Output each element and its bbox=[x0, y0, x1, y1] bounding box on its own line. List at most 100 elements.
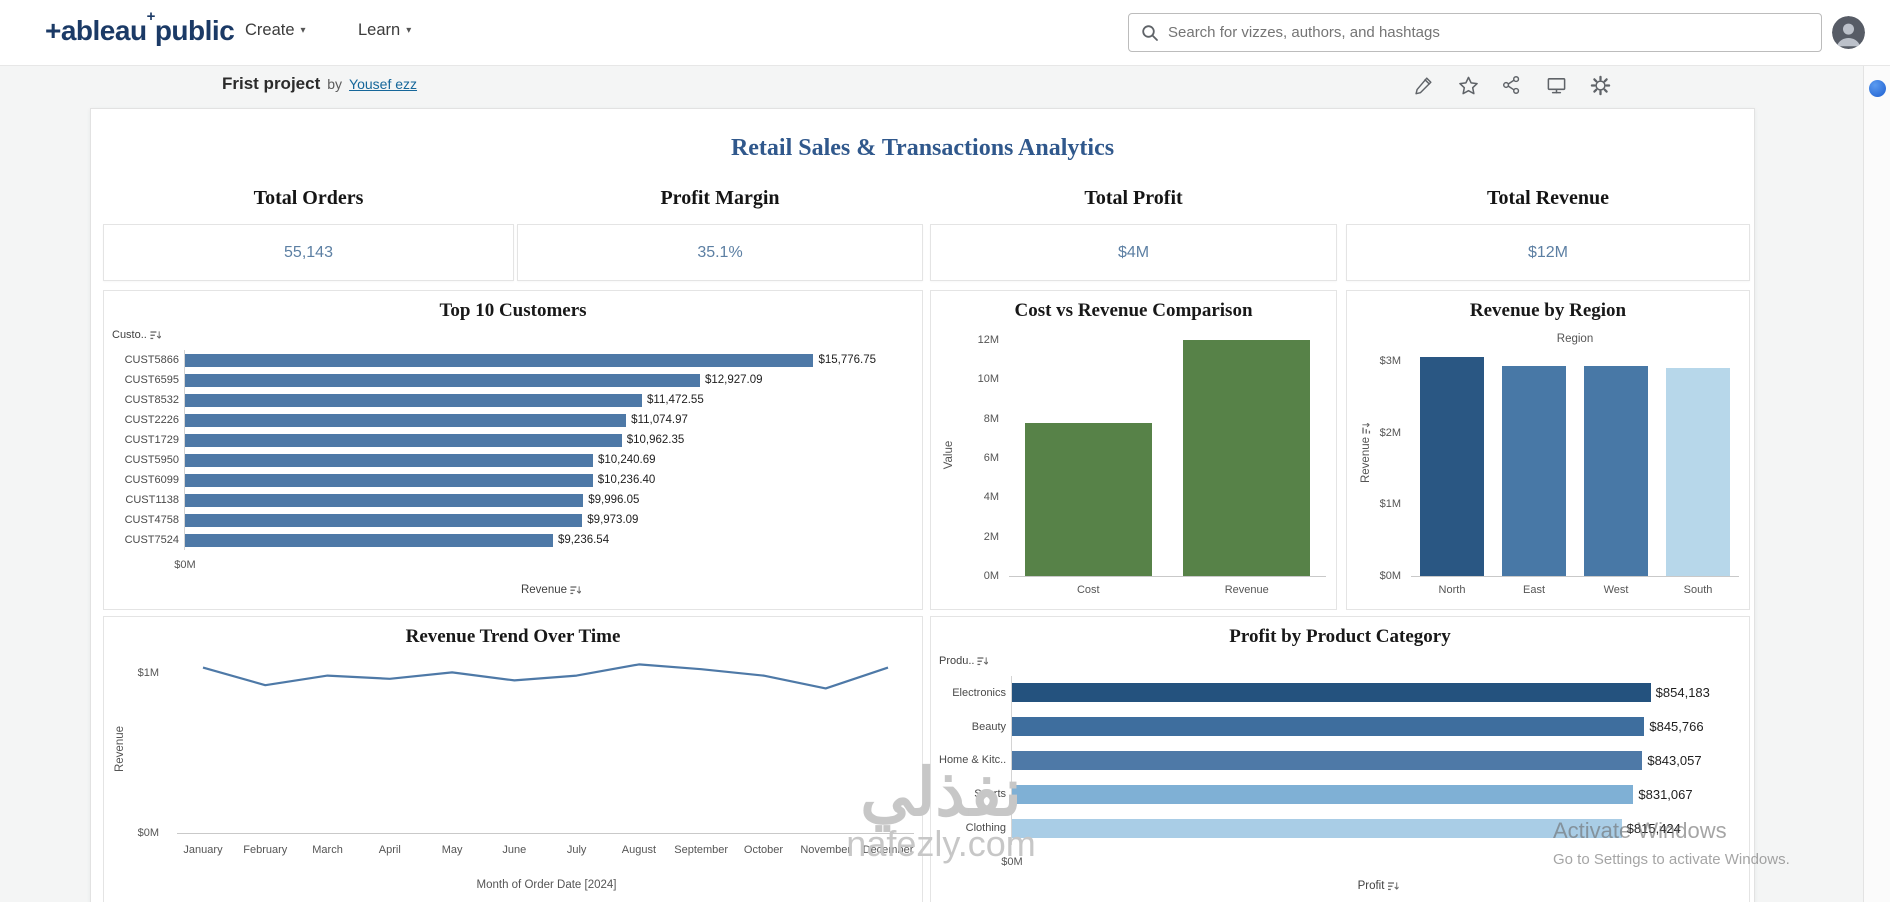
chart-row: Beauty $845,766 bbox=[939, 709, 1741, 744]
bar[interactable] bbox=[1012, 784, 1634, 804]
chevron-down-icon: ▾ bbox=[406, 25, 412, 36]
search-input[interactable] bbox=[1168, 24, 1809, 41]
category-label: CUST6099 bbox=[124, 474, 179, 486]
category-label: Cost bbox=[1076, 584, 1100, 596]
nav-create-label: Create bbox=[245, 21, 295, 39]
chart-row: CUST1729 $10,962.35 bbox=[112, 430, 914, 450]
bar[interactable] bbox=[1584, 366, 1648, 576]
bar[interactable] bbox=[185, 493, 584, 507]
author-link[interactable]: Yousef ezz bbox=[349, 76, 418, 92]
bar[interactable] bbox=[185, 453, 593, 467]
bar[interactable] bbox=[1024, 422, 1152, 576]
bar-value-label: $10,962.35 bbox=[626, 434, 685, 446]
bar[interactable] bbox=[1502, 366, 1566, 576]
y-axis-ticks: 12M 10M 8M 6M 4M 2M 0M bbox=[931, 291, 1001, 609]
y-tick-label: $2M bbox=[1379, 426, 1401, 439]
bar[interactable] bbox=[1183, 340, 1311, 576]
bar[interactable] bbox=[185, 473, 593, 487]
sort-icon bbox=[1387, 881, 1399, 890]
column-header-region[interactable]: Region bbox=[1556, 333, 1594, 345]
chart-row: Clothing $815,424 bbox=[939, 811, 1741, 845]
category-label: CUST7524 bbox=[124, 534, 179, 546]
viz-toolbar bbox=[1412, 73, 1612, 97]
bar-value-label: $843,057 bbox=[1647, 752, 1702, 768]
category-label: Clothing bbox=[965, 822, 1006, 835]
bar-value-label: $854,183 bbox=[1655, 685, 1710, 701]
bar[interactable] bbox=[185, 433, 622, 447]
plot-area bbox=[1009, 340, 1326, 577]
tableau-public-logo[interactable]: +ableau+public bbox=[45, 8, 235, 47]
bar-value-label: $15,776.75 bbox=[818, 354, 877, 366]
bar-value-label: $10,236.40 bbox=[597, 474, 656, 486]
column-header-label: Produ.. bbox=[939, 655, 975, 667]
category-label: North bbox=[1438, 584, 1466, 596]
bar-track: $11,472.55 bbox=[184, 390, 914, 410]
search-box[interactable] bbox=[1128, 13, 1822, 52]
chart-profit-by-category: Profit by Product Category Produ.. $0M P… bbox=[930, 616, 1750, 902]
chart-row: CUST2226 $11,074.97 bbox=[112, 410, 914, 430]
bar-track: $9,996.05 bbox=[184, 490, 914, 510]
trend-line[interactable] bbox=[202, 663, 889, 690]
category-label: Home & Kitc.. bbox=[939, 754, 1007, 767]
bar[interactable] bbox=[185, 413, 627, 427]
share-button[interactable] bbox=[1500, 73, 1524, 97]
chart-row: Electronics $854,183 bbox=[939, 676, 1741, 710]
y-tick-label: $1M bbox=[1379, 498, 1401, 511]
bar[interactable] bbox=[1012, 683, 1651, 703]
chart-row: CUST5950 $10,240.69 bbox=[112, 450, 914, 470]
bar-value-label: $9,996.05 bbox=[588, 494, 640, 506]
y-tick-label: $3M bbox=[1379, 354, 1401, 367]
chart-row: CUST5866 $15,776.75 bbox=[112, 350, 914, 370]
bar[interactable] bbox=[1420, 357, 1484, 576]
x-axis-label-revenue[interactable]: Revenue bbox=[521, 584, 582, 596]
category-label: CUST1138 bbox=[125, 494, 179, 506]
chart-title: Profit by Product Category bbox=[1229, 626, 1451, 647]
share-icon bbox=[1503, 76, 1520, 94]
dashboard-title: Retail Sales & Transactions Analytics bbox=[730, 135, 1115, 161]
y-tick-label: 10M bbox=[977, 373, 999, 386]
fullscreen-button[interactable] bbox=[1544, 73, 1568, 97]
category-label: CUST5950 bbox=[124, 454, 179, 466]
bar[interactable] bbox=[1012, 818, 1622, 838]
bar[interactable] bbox=[1666, 368, 1730, 576]
nav-learn-menu[interactable]: Learn ▾ bbox=[358, 21, 411, 40]
user-avatar[interactable] bbox=[1832, 16, 1865, 49]
kpi-value-total-orders: 55,143 bbox=[103, 224, 514, 281]
column-header-customer[interactable]: Custo.. bbox=[112, 329, 161, 341]
edit-button[interactable] bbox=[1412, 73, 1436, 97]
nav-learn-label: Learn bbox=[358, 21, 401, 39]
column-header-product[interactable]: Produ.. bbox=[939, 655, 989, 667]
y-axis-label-revenue[interactable]: Revenue bbox=[1360, 420, 1372, 486]
bar[interactable] bbox=[185, 533, 553, 547]
y-axis-label-revenue: Revenue bbox=[114, 725, 126, 773]
bar-track: $843,057 bbox=[1011, 743, 1741, 778]
bar[interactable] bbox=[1012, 750, 1643, 770]
x-axis-label-profit[interactable]: Profit bbox=[1358, 880, 1399, 892]
chart-row: CUST8532 $11,472.55 bbox=[112, 390, 914, 410]
category-label: CUST8532 bbox=[124, 394, 179, 406]
chevron-down-icon: ▾ bbox=[300, 25, 306, 36]
plot-area bbox=[1411, 353, 1739, 577]
viz-header: Frist project by Yousef ezz bbox=[222, 74, 417, 94]
logo-plus: + bbox=[146, 7, 156, 25]
bar[interactable] bbox=[1012, 717, 1645, 737]
bar-value-label: $11,074.97 bbox=[631, 414, 688, 426]
bar[interactable] bbox=[185, 513, 583, 527]
logo-text-2: public bbox=[154, 15, 235, 46]
y-tick-label: 8M bbox=[983, 412, 999, 425]
bar[interactable] bbox=[185, 373, 700, 387]
favorite-button[interactable] bbox=[1456, 73, 1480, 97]
bar[interactable] bbox=[185, 353, 814, 367]
x-tick-label: May bbox=[441, 844, 463, 856]
bar-track: $10,240.69 bbox=[184, 450, 914, 470]
kpi-value: $4M bbox=[1117, 243, 1150, 261]
search-icon[interactable] bbox=[1141, 24, 1159, 42]
nav-create-menu[interactable]: Create ▾ bbox=[245, 21, 306, 40]
settings-button[interactable] bbox=[1588, 73, 1612, 97]
chart-title: Revenue by Region bbox=[1469, 300, 1627, 321]
category-label: Electronics bbox=[952, 686, 1006, 699]
extension-icon[interactable] bbox=[1869, 80, 1886, 97]
viz-title: Frist project bbox=[222, 74, 321, 93]
bar[interactable] bbox=[185, 393, 643, 407]
browser-side-panel bbox=[1863, 66, 1890, 902]
